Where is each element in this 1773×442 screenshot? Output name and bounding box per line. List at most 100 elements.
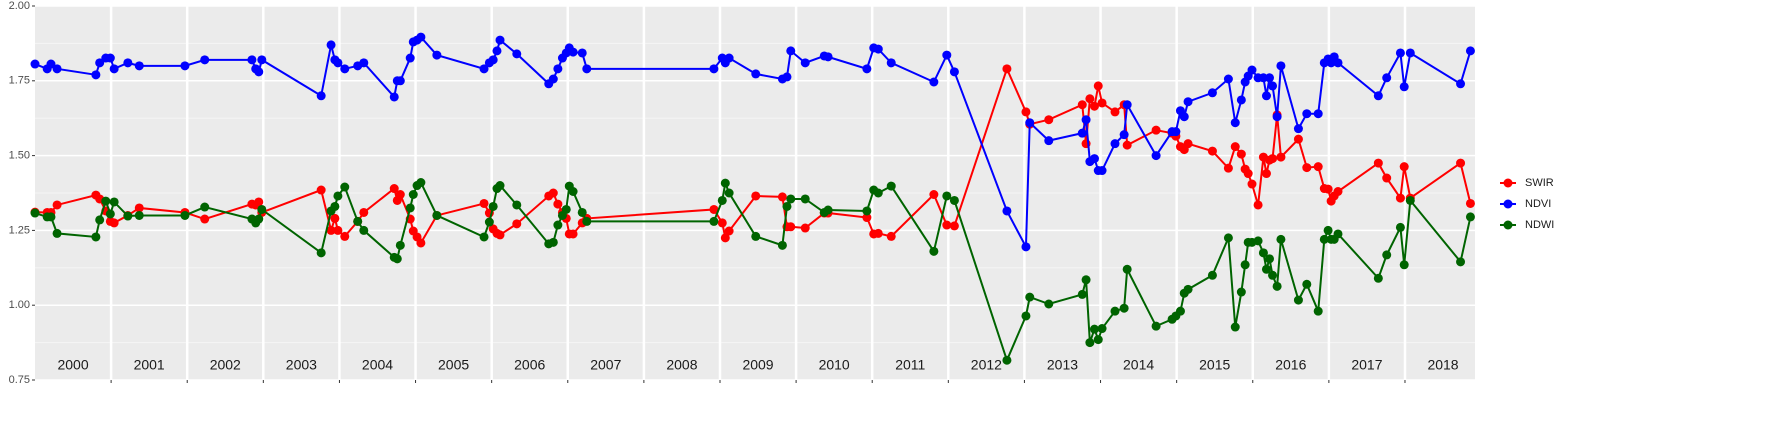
point [109,64,119,74]
year-label: 2017 [1351,357,1382,373]
point [751,191,761,201]
year-label: 2006 [514,357,545,373]
point [1302,109,1312,119]
point [432,50,442,60]
point [254,67,264,77]
point [1395,193,1405,203]
point [862,64,872,74]
y-tick-label: 0.75 [9,374,30,386]
point [479,198,489,208]
point [1293,134,1303,144]
year-label: 2013 [1047,357,1078,373]
point [1122,140,1132,150]
point [1276,61,1286,71]
point [709,64,719,74]
point [91,70,101,80]
point [717,195,727,205]
year-label: 2010 [819,357,850,373]
point [1223,163,1233,173]
point [724,53,734,63]
point [353,216,363,226]
point [1183,97,1193,107]
point [1207,88,1217,98]
point [134,61,144,71]
point [929,189,939,199]
point [777,240,787,250]
legend-point [1503,178,1513,188]
point [1171,127,1181,137]
point [134,210,144,220]
point [873,188,883,198]
point [1089,101,1099,111]
point [720,178,730,188]
point [1382,250,1392,260]
point [1373,273,1383,283]
point [1302,163,1312,173]
point [561,204,571,214]
point [1382,73,1392,83]
point [751,231,761,241]
point [1077,100,1087,110]
point [200,202,210,212]
point [479,232,489,242]
point [873,228,883,238]
point [101,196,111,206]
point [492,46,502,56]
point [416,32,426,42]
point [1081,115,1091,125]
point [1025,118,1035,128]
year-label: 2011 [895,357,925,373]
point [95,215,105,225]
point [1044,115,1054,125]
point [105,209,115,219]
point [1183,284,1193,294]
point [929,77,939,87]
point [862,213,872,223]
point [1268,81,1278,91]
point [109,197,119,207]
year-label: 2014 [1123,357,1154,373]
point [1122,100,1132,110]
point [1110,306,1120,316]
point [340,231,350,241]
point [548,237,558,247]
point [1025,292,1035,302]
point [1002,355,1012,365]
point [1268,154,1278,164]
point [1236,287,1246,297]
point [942,220,952,230]
point [512,200,522,210]
point [389,184,399,194]
point [942,191,952,201]
year-label: 2015 [1199,357,1230,373]
point [1395,222,1405,232]
point [1465,198,1475,208]
year-label: 2004 [362,357,393,373]
point [553,199,563,209]
y-tick-label: 2.00 [9,0,30,12]
point [1230,118,1240,128]
point [1319,234,1329,244]
point [91,232,101,242]
point [1272,112,1282,122]
point [46,59,56,69]
point [1175,306,1185,316]
point [1081,275,1091,285]
point [1021,311,1031,321]
year-label: 2000 [57,357,88,373]
point [1276,152,1286,162]
point [326,40,336,50]
point [333,225,343,235]
point [340,182,350,192]
point [484,217,494,227]
point [1119,130,1129,140]
year-label: 2002 [210,357,241,373]
point [408,189,418,199]
point [786,222,796,232]
point [886,181,896,191]
y-tick-label: 1.75 [9,75,30,87]
legend-label: SWIR [1525,177,1554,189]
point [432,210,442,220]
point [1456,79,1466,89]
point [1097,166,1107,176]
